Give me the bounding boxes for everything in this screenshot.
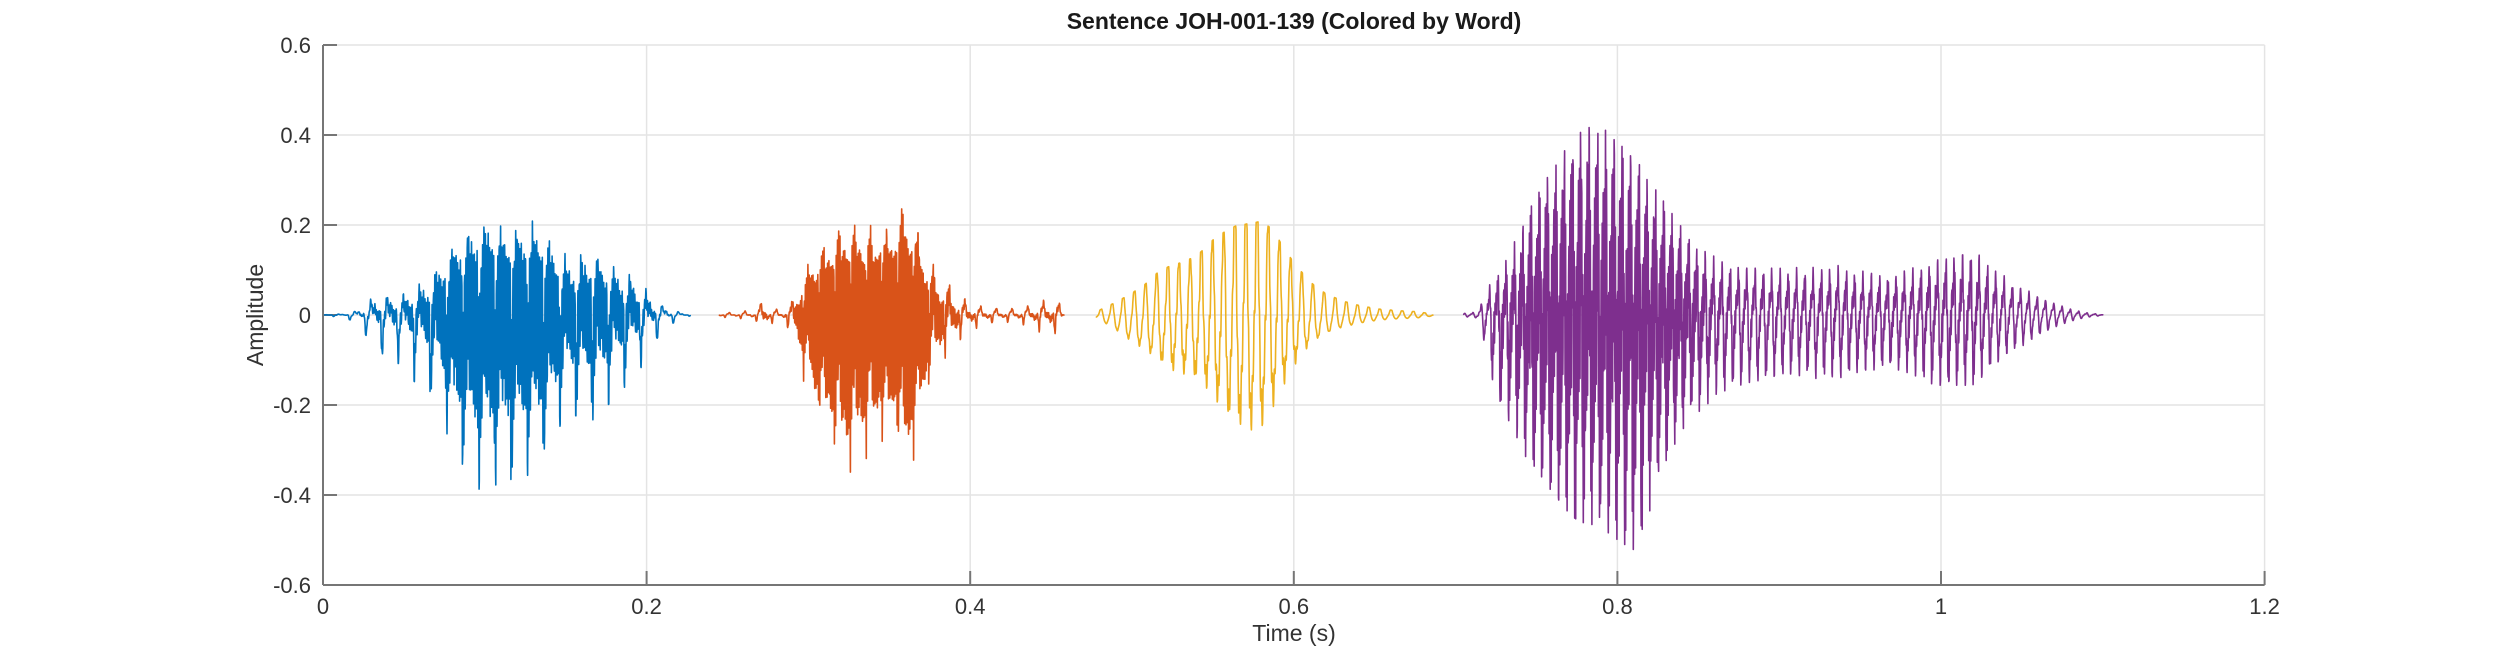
x-tick-label: 0.2 [631,594,662,619]
x-tick-label: 0.4 [955,594,986,619]
waveform-word-3 [1095,221,1434,431]
x-tick-label: 0.6 [1279,594,1310,619]
y-tick-label: 0.6 [280,33,311,58]
tick-label-layer: 0 0.2 0.4 0.6 0.8 1 1.2 -0.6 -0.4 -0.2 0 0.2 0.4 0.6 [273,33,2280,619]
x-tick-label: 0 [317,594,329,619]
x-tick-label: 1 [1935,594,1947,619]
waveform-word-4 [1462,126,2104,551]
axis-layer [322,44,2266,586]
y-tick-label: -0.2 [273,393,311,418]
chart-title: Sentence JOH-001-139 (Colored by Word) [1067,8,1522,34]
x-axis-label: Time (s) [1252,620,1335,646]
waveform-layer [323,126,2104,551]
x-tick-label: 0.8 [1602,594,1633,619]
y-tick-label: -0.4 [273,483,311,508]
y-tick-label: 0.2 [280,213,311,238]
y-axis-label: Amplitude [242,264,268,366]
grid-layer [322,44,2266,586]
y-tick-label: 0.4 [280,123,311,148]
y-tick-label: -0.6 [273,573,311,598]
waveform-word-1 [323,220,691,490]
y-tick-label: 0 [299,303,311,328]
x-tick-label: 1.2 [2249,594,2280,619]
waveform-word-2 [718,208,1065,473]
